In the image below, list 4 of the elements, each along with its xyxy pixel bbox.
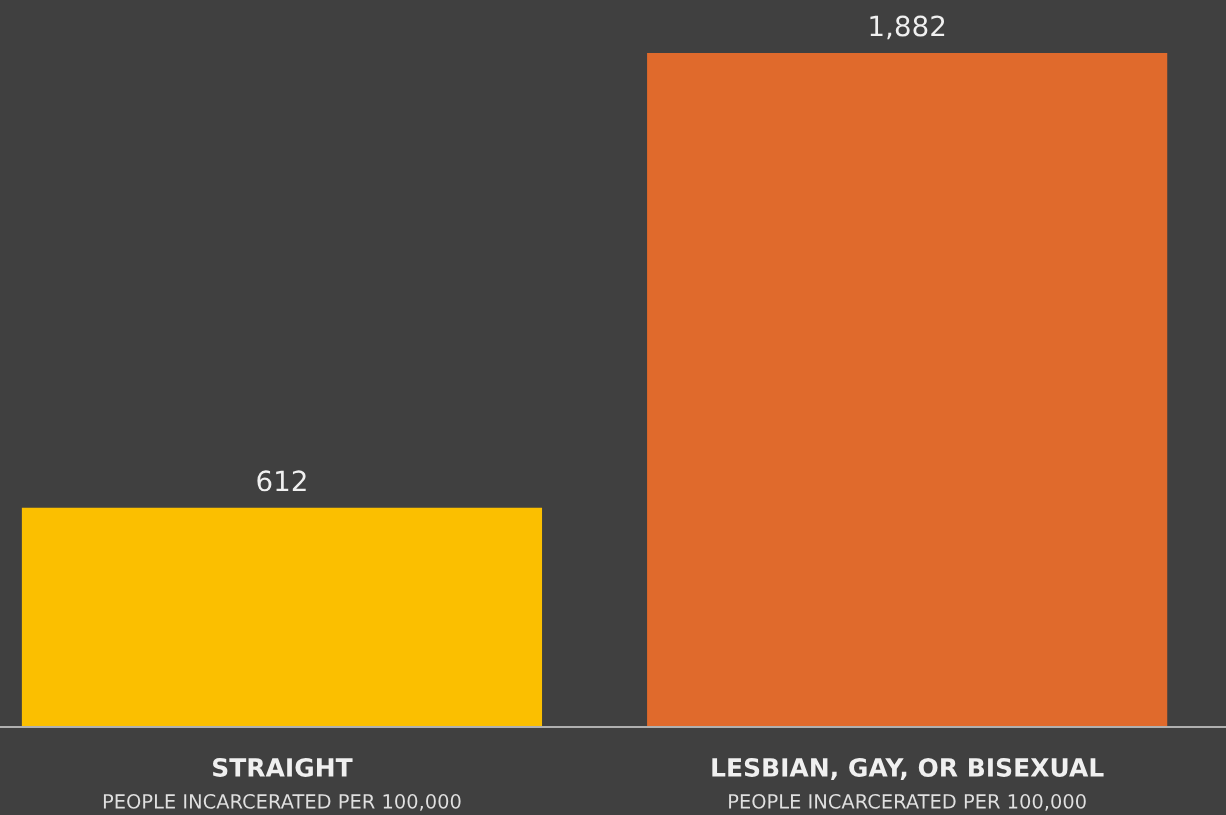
data-label: 612 bbox=[257, 470, 306, 492]
x-tick-label: LESBIAN, GAY, OR BISEXUAL PEOPLE INCARCERATED PER 100,000 bbox=[712, 758, 1104, 811]
data-label: 1,882 bbox=[870, 15, 945, 40]
x-tick-label: STRAIGHT PEOPLE INCARCERATED PER 100,000 bbox=[103, 758, 461, 811]
